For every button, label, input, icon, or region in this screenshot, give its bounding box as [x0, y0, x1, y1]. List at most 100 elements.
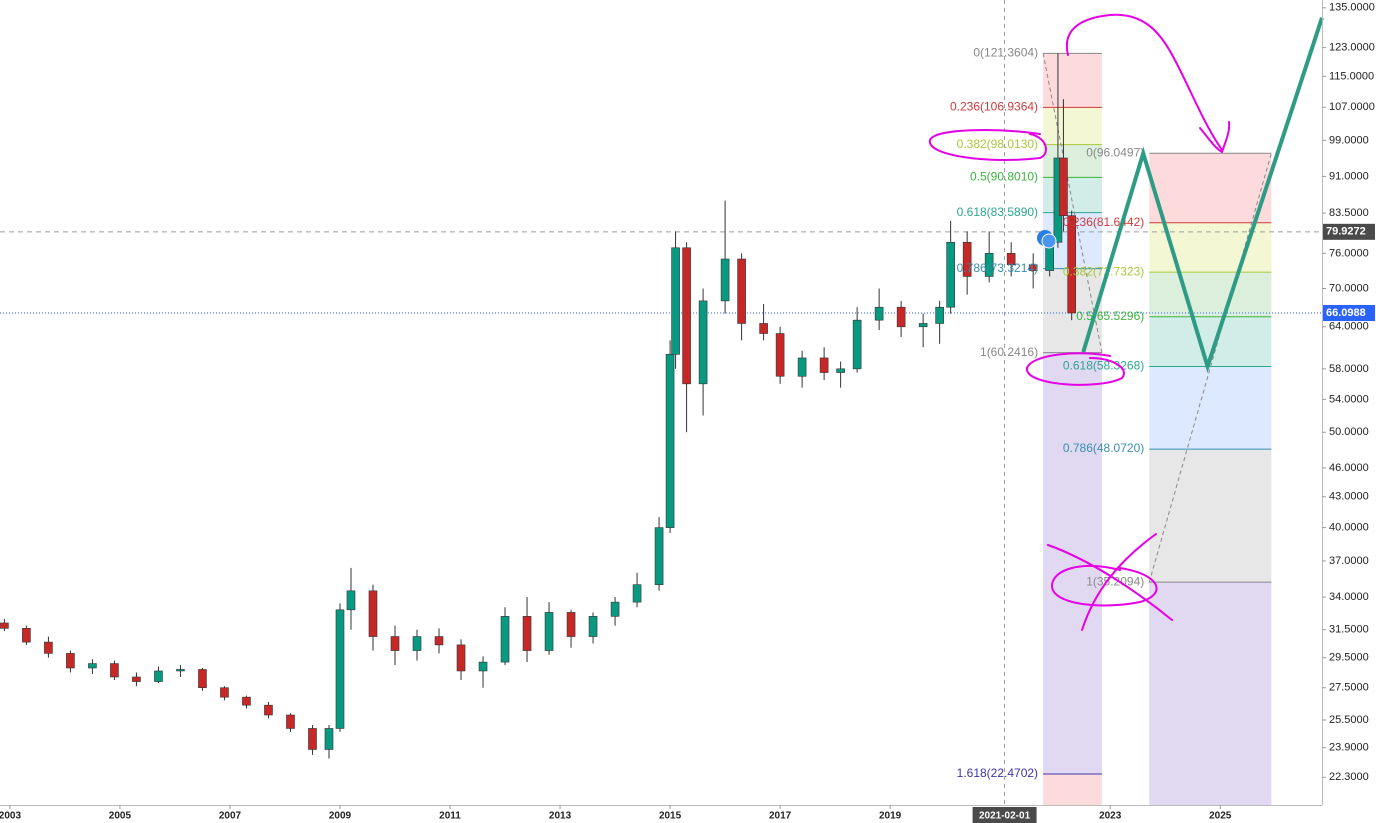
- candle-body: [368, 590, 378, 637]
- y-tick-label: 115.0000: [1329, 70, 1374, 82]
- candle-body: [665, 354, 675, 528]
- y-tick-label: 22.3000: [1329, 771, 1369, 783]
- candle-body: [324, 728, 334, 750]
- candle-body: [1006, 253, 1016, 266]
- fib-label: 1.618(22.4702): [957, 766, 1038, 780]
- y-tick-label: 76.0000: [1329, 247, 1369, 259]
- fib-band: [1043, 177, 1102, 213]
- fib-label: 0.236(81.6442): [1063, 215, 1144, 229]
- candle-body: [198, 669, 207, 689]
- candle-body: [390, 636, 400, 651]
- candle-body: [154, 670, 163, 682]
- crosshair-label-box: [972, 807, 1037, 823]
- candle-body: [962, 241, 972, 277]
- x-tick-label: 2013: [549, 811, 572, 822]
- projection-line: [1081, 17, 1324, 374]
- x-tick-label: 2003: [0, 811, 21, 822]
- y-tick-label: 123.0000: [1329, 42, 1375, 54]
- scribble-cross: [1081, 533, 1157, 631]
- scribble-arrowhead: [1199, 121, 1231, 154]
- candle-body: [44, 641, 53, 654]
- candle-body: [654, 527, 664, 585]
- overlay-layer: 0(121.3604) 0.236(106.9364) 0.382(98.0130)…: [950, 17, 1324, 780]
- scribble-ellipse: [928, 129, 1047, 161]
- candle-body: [335, 609, 345, 729]
- fib-label: 0.786(73.3214): [957, 261, 1038, 275]
- candle-body: [286, 714, 295, 729]
- candle-layer: [0, 53, 1076, 759]
- x-tick-label: 2023: [1099, 811, 1122, 822]
- candle-body: [720, 258, 730, 302]
- fib-band: [1149, 449, 1272, 583]
- scribble-arrow: [1065, 13, 1223, 151]
- y-tick-label: 46.0000: [1329, 462, 1369, 474]
- line-layer: [0, 0, 1322, 805]
- candle-body: [264, 704, 273, 716]
- candle-body: [1028, 264, 1038, 271]
- candle-body: [346, 590, 356, 611]
- fib-band: [1043, 53, 1102, 108]
- candle-body: [176, 669, 185, 672]
- y-tick-label: 54.0000: [1329, 393, 1369, 405]
- candle-body: [500, 616, 510, 663]
- fib-trend-line: [1042, 53, 1103, 353]
- candle-body: [737, 258, 746, 324]
- position-marker[interactable]: [1037, 230, 1057, 249]
- candle-body: [132, 676, 141, 682]
- x-tick-label: 2011: [439, 811, 461, 822]
- y-tick-label: 50.0000: [1329, 426, 1369, 438]
- candle-body: [819, 357, 829, 373]
- marker-icon[interactable]: [1041, 233, 1057, 249]
- x-tick-label: 2019: [879, 811, 902, 822]
- y-tick-label: 25.5000: [1329, 714, 1369, 726]
- candle-body: [836, 368, 845, 373]
- x-tick-label: 2005: [109, 811, 132, 822]
- candle-body: [242, 696, 251, 706]
- y-tick-label: 91.0000: [1329, 170, 1369, 182]
- fib-label: 1(35.2094): [1086, 574, 1144, 588]
- candle-body: [1067, 215, 1076, 314]
- candle-body: [852, 319, 862, 370]
- fib-label: 0.382(98.0130): [957, 137, 1038, 151]
- y-tick-label: 27.5000: [1329, 682, 1369, 694]
- y-tick-label: 58.0000: [1329, 363, 1369, 375]
- y-tick-label: 99.0000: [1329, 134, 1369, 146]
- fib-label: 0.382(72.7323): [1063, 264, 1144, 278]
- candle-body: [698, 300, 708, 385]
- candle-body: [935, 306, 944, 324]
- candle-body: [946, 241, 955, 308]
- fib-band: [1149, 366, 1272, 450]
- fib-label: 0.618(83.5890): [957, 205, 1038, 219]
- candle-body: [220, 687, 229, 698]
- candle-body: [682, 247, 691, 385]
- candle-body: [566, 612, 576, 637]
- x-tick-label: 2017: [769, 811, 792, 822]
- candle-body: [775, 333, 785, 377]
- scribble-ellipse: [1050, 565, 1158, 607]
- candle-body: [632, 584, 642, 603]
- y-tick-label: 43.0000: [1329, 491, 1369, 503]
- price-label: 79.9272: [1326, 226, 1366, 238]
- y-tick-label: 23.9000: [1329, 742, 1369, 754]
- candle-body: [671, 247, 680, 355]
- scribble-cross: [1047, 544, 1173, 621]
- y-tick-label: 83.5000: [1329, 207, 1369, 219]
- fib-band: [1149, 153, 1272, 223]
- candle-body: [588, 616, 598, 637]
- candle-body: [918, 323, 928, 328]
- x-tick-label: 2015: [659, 811, 682, 822]
- fib-label: 1(60.2416): [980, 345, 1038, 359]
- candle-body: [434, 636, 444, 646]
- y-tick-label: 107.0000: [1329, 101, 1375, 113]
- price-label-box: [1323, 304, 1375, 321]
- candle-body: [1059, 157, 1068, 216]
- hand-drawing: [928, 13, 1231, 631]
- x-tick-label: 2007: [219, 811, 242, 822]
- fib-label: 0.618(58.3268): [1063, 359, 1144, 373]
- scribble-ellipse: [1026, 352, 1125, 386]
- candle-body: [110, 663, 119, 678]
- fib-trend-line: [1148, 153, 1272, 583]
- y-tick-label: 135.0000: [1329, 2, 1375, 14]
